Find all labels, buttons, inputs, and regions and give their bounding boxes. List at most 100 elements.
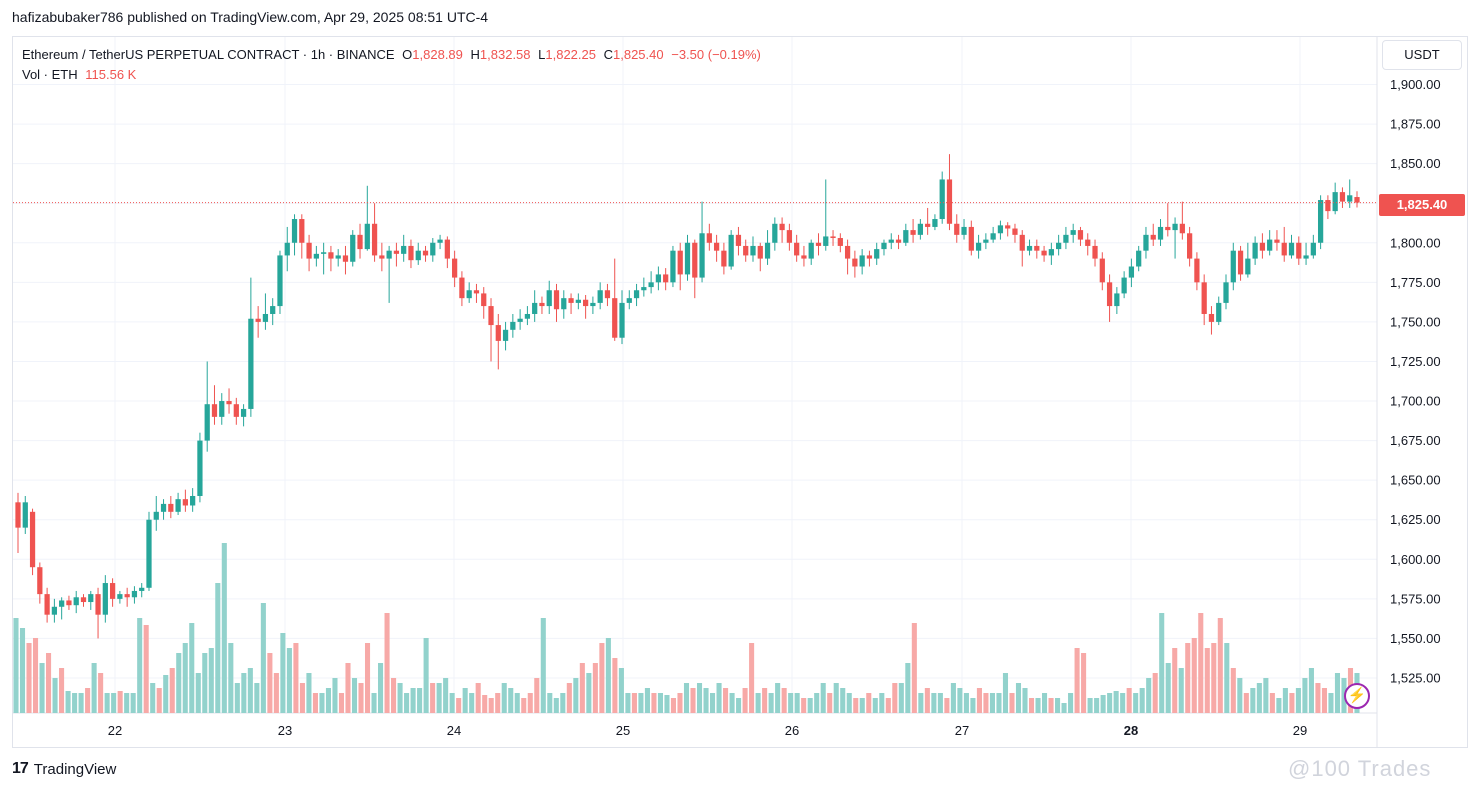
candle-body: [1012, 228, 1018, 235]
candle-body: [160, 503, 167, 512]
candle: [990, 226, 996, 243]
candle: [750, 236, 756, 262]
tradingview-logo-text[interactable]: TradingView: [33, 760, 117, 778]
candle: [321, 242, 327, 275]
volume-bar: [814, 693, 820, 713]
candle: [182, 489, 188, 512]
candle: [823, 179, 829, 251]
candle-body: [262, 313, 269, 322]
volume-bar: [859, 698, 865, 713]
candle-body: [917, 223, 923, 235]
publisher-line: hafizabubaker786 published on TradingVie…: [12, 9, 489, 25]
time-tick-label: 25: [616, 723, 630, 738]
candle-body: [1310, 242, 1316, 256]
currency-selector[interactable]: USDT: [1382, 40, 1462, 70]
candle-body: [473, 290, 480, 294]
volume-bar: [130, 693, 136, 713]
candle: [1317, 195, 1324, 250]
volume-bar: [299, 683, 305, 713]
candle: [1288, 234, 1295, 259]
candle: [437, 234, 443, 250]
volume-bar: [247, 668, 253, 713]
candle-body: [1172, 223, 1178, 231]
candle: [997, 220, 1004, 240]
volume-bar: [716, 683, 722, 713]
candle-body: [1150, 234, 1156, 240]
volume-bar: [195, 673, 201, 713]
volume-bar: [1100, 695, 1106, 713]
candle: [422, 245, 429, 262]
candle: [350, 230, 356, 267]
candle: [844, 239, 851, 275]
volume-bar: [280, 633, 286, 713]
candle-body: [757, 245, 763, 259]
volume-bar: [410, 688, 416, 713]
candle-body: [881, 242, 887, 250]
volume-bar: [1139, 688, 1145, 713]
candle-body: [197, 440, 203, 496]
candle-body: [561, 298, 567, 310]
candle-body: [1136, 250, 1142, 267]
candle: [131, 586, 138, 604]
chart-frame[interactable]: [12, 36, 1468, 748]
candle: [335, 249, 341, 267]
candle-body: [204, 404, 210, 441]
candle: [1208, 306, 1215, 335]
candle: [866, 250, 873, 267]
candle-body: [1332, 192, 1338, 212]
candle-body: [1114, 293, 1120, 307]
volume-bar: [469, 693, 475, 713]
time-tick-label: 23: [278, 723, 292, 738]
volume-bar: [801, 698, 807, 713]
candle: [895, 234, 902, 250]
candle-body: [764, 242, 771, 259]
candle-body: [932, 219, 938, 227]
volume-bar: [898, 683, 904, 713]
candle-body: [619, 302, 625, 338]
volume-bar: [391, 678, 397, 713]
candle-body: [59, 600, 65, 607]
candle: [626, 290, 632, 310]
candle-body: [670, 250, 676, 283]
candle: [1259, 233, 1266, 259]
candle: [219, 393, 225, 425]
candle: [728, 230, 734, 270]
candle: [139, 583, 145, 598]
candle-body: [226, 401, 232, 405]
candle: [364, 185, 370, 251]
candle: [1026, 239, 1033, 256]
volume-bar: [137, 618, 143, 713]
volume-bar: [26, 643, 32, 713]
candle: [757, 242, 763, 272]
volume-bar: [957, 688, 963, 713]
candle-body: [219, 401, 225, 417]
volume-bar: [508, 688, 514, 713]
candle: [1165, 203, 1171, 237]
volume-bar: [631, 693, 637, 713]
tradingview-logo-icon[interactable]: 17: [12, 760, 29, 777]
volume-bar: [1224, 643, 1230, 713]
candle-body: [728, 234, 734, 267]
candle-body: [1296, 242, 1302, 259]
candle-body: [1143, 234, 1149, 251]
time-tick-label: 22: [108, 723, 122, 738]
volume-bar: [1068, 693, 1074, 713]
candle-body: [1354, 197, 1360, 203]
volume-bar: [1198, 613, 1204, 713]
flash-icon[interactable]: ⚡: [1344, 683, 1370, 709]
volume-bar: [807, 698, 813, 713]
candle: [1267, 230, 1273, 256]
volume-bar: [169, 668, 175, 713]
candle: [277, 250, 283, 314]
candle: [66, 595, 72, 610]
candle-body: [422, 250, 429, 256]
volume-bar: [1185, 643, 1191, 713]
candle-body: [495, 325, 501, 341]
volume-bar: [182, 643, 188, 713]
candle-body: [350, 234, 356, 262]
candle-body: [379, 255, 385, 259]
volume-bar: [989, 693, 995, 713]
candle-body: [299, 219, 305, 243]
volume-bar: [560, 693, 566, 713]
